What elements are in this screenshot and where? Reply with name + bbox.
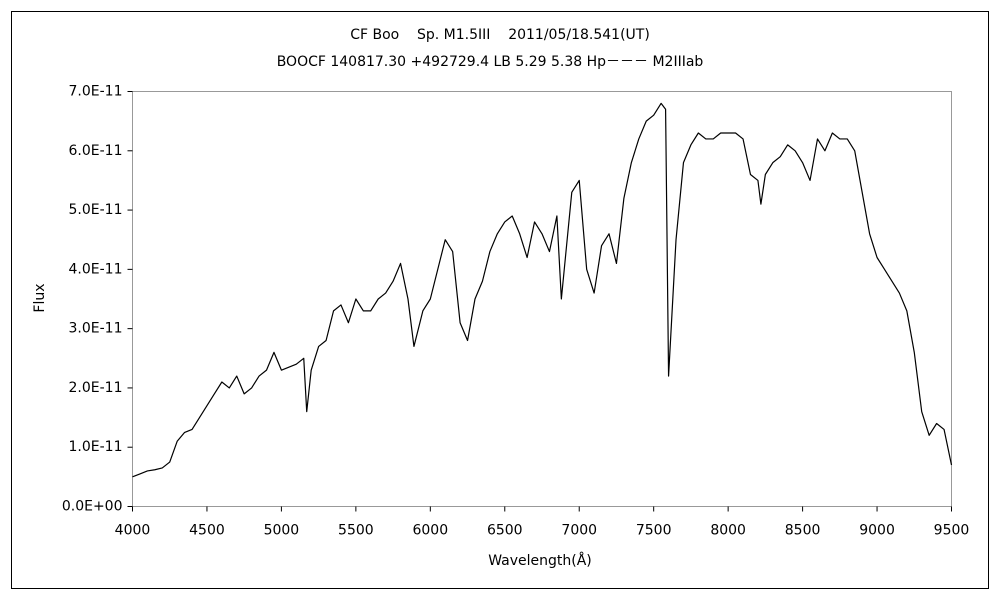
x-tick-label: 7500: [636, 523, 672, 539]
y-tick-label: 0.0E+00: [62, 499, 123, 515]
y-tick-label: 1.0E-11: [69, 439, 123, 455]
y-tick-label: 3.0E-11: [69, 321, 123, 337]
x-tick-label: 6500: [487, 523, 523, 539]
x-tick-label: 9000: [859, 523, 895, 539]
x-tick-label: 4000: [115, 523, 151, 539]
x-tick-label: 7000: [561, 523, 597, 539]
chart-title: CF Boo Sp. M1.5III 2011/05/18.541(UT): [350, 27, 650, 43]
x-tick-label: 8500: [785, 523, 821, 539]
x-tick-label: 4500: [189, 523, 225, 539]
x-tick-label: 6000: [412, 523, 448, 539]
y-tick-label: 7.0E-11: [69, 84, 123, 100]
x-tick-label: 5500: [338, 523, 374, 539]
y-tick-label: 2.0E-11: [69, 380, 123, 396]
chart-subtitle: BOOCF 140817.30 +492729.4 LB 5.29 5.38 H…: [277, 54, 704, 70]
y-tick-label: 4.0E-11: [69, 261, 123, 277]
spectrum-line: [132, 102, 953, 478]
chart-border: [11, 11, 989, 589]
x-axis-label: Wavelength(Å): [488, 552, 592, 569]
x-tick-label: 5000: [264, 523, 300, 539]
y-axis-label: Flux: [32, 283, 48, 312]
y-tick-label: 5.0E-11: [69, 202, 123, 218]
y-tick-label: 6.0E-11: [69, 143, 123, 159]
plot-area: [132, 91, 952, 507]
x-tick-label: 9500: [934, 523, 970, 539]
x-tick-label: 8000: [710, 523, 746, 539]
